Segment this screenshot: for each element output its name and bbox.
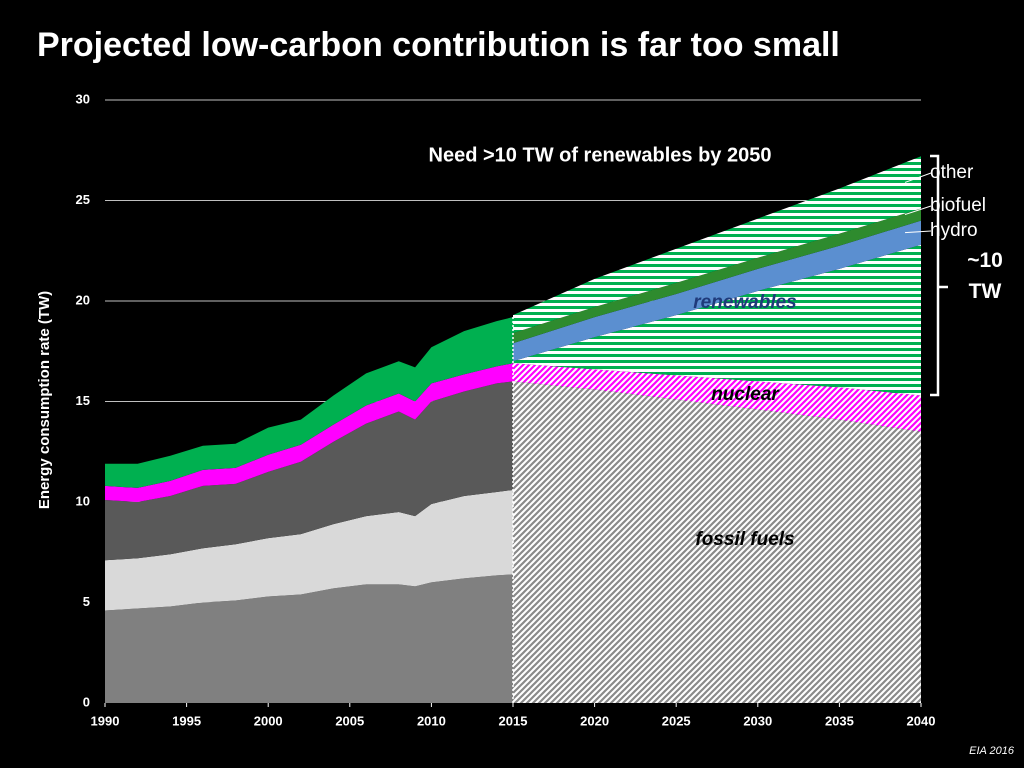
x-tick-label: 2040 xyxy=(907,713,936,728)
y-tick-label: 0 xyxy=(83,694,90,709)
series-label: fossil fuels xyxy=(695,529,794,550)
area xyxy=(513,363,921,432)
x-tick-label: 1990 xyxy=(91,713,120,728)
y-tick-label: 15 xyxy=(76,393,90,408)
area xyxy=(105,574,513,703)
leader-line xyxy=(904,172,932,183)
x-tick-label: 2010 xyxy=(417,713,446,728)
x-tick-label: 2015 xyxy=(499,713,528,728)
series-label: nuclear xyxy=(711,384,780,405)
y-axis-label: Energy consumption rate (TW) xyxy=(36,291,53,509)
area xyxy=(513,381,921,703)
y-tick-label: 30 xyxy=(76,91,90,106)
area xyxy=(513,156,921,334)
x-tick-label: 2020 xyxy=(580,713,609,728)
series-label: renewables xyxy=(693,292,797,313)
area xyxy=(513,220,921,362)
area xyxy=(513,208,921,344)
bracket xyxy=(930,154,948,397)
area xyxy=(105,381,513,561)
x-tick-label: 2000 xyxy=(254,713,283,728)
bracket-label: ~10 TW xyxy=(967,249,1003,303)
y-tick-label: 10 xyxy=(76,493,90,508)
x-tick-label: 2025 xyxy=(662,713,691,728)
leader-line xyxy=(904,205,932,216)
area xyxy=(105,317,513,488)
annotation: Need >10 TW of renewables by 2050 xyxy=(429,144,772,166)
area xyxy=(105,363,513,502)
source: EIA 2016 xyxy=(969,745,1014,757)
leader-line xyxy=(904,230,932,234)
y-tick-label: 5 xyxy=(83,594,90,609)
x-tick-label: 2035 xyxy=(825,713,854,728)
x-tick-label: 2005 xyxy=(335,713,364,728)
y-tick-label: 20 xyxy=(76,292,90,307)
legend-label: hydro xyxy=(930,220,978,241)
title: Projected low-carbon contribution is far… xyxy=(37,26,840,64)
y-tick-label: 25 xyxy=(76,192,90,207)
area xyxy=(513,244,921,396)
area xyxy=(105,489,513,611)
x-tick-label: 2030 xyxy=(743,713,772,728)
legend-label: biofuel xyxy=(930,195,986,216)
x-tick-label: 1995 xyxy=(172,713,201,728)
legend-label: other xyxy=(930,162,974,183)
